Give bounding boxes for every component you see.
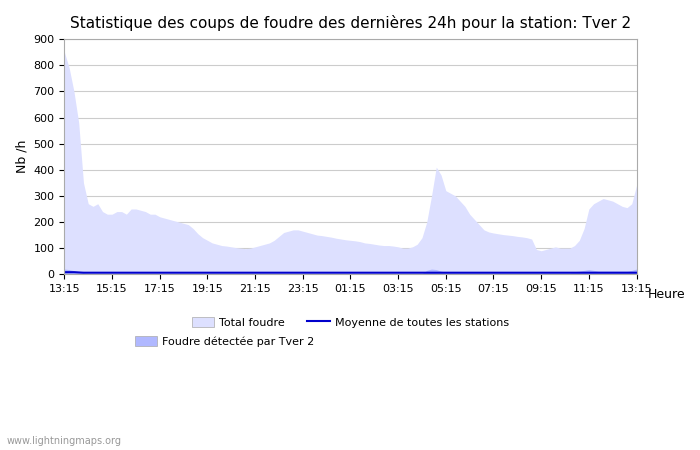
Text: www.lightningmaps.org: www.lightningmaps.org: [7, 436, 122, 446]
Title: Statistique des coups de foudre des dernières 24h pour la station: Tver 2: Statistique des coups de foudre des dern…: [70, 15, 631, 31]
Legend: Foudre détectée par Tver 2: Foudre détectée par Tver 2: [130, 331, 319, 351]
Y-axis label: Nb /h: Nb /h: [15, 140, 28, 173]
Text: Heure: Heure: [648, 288, 685, 302]
